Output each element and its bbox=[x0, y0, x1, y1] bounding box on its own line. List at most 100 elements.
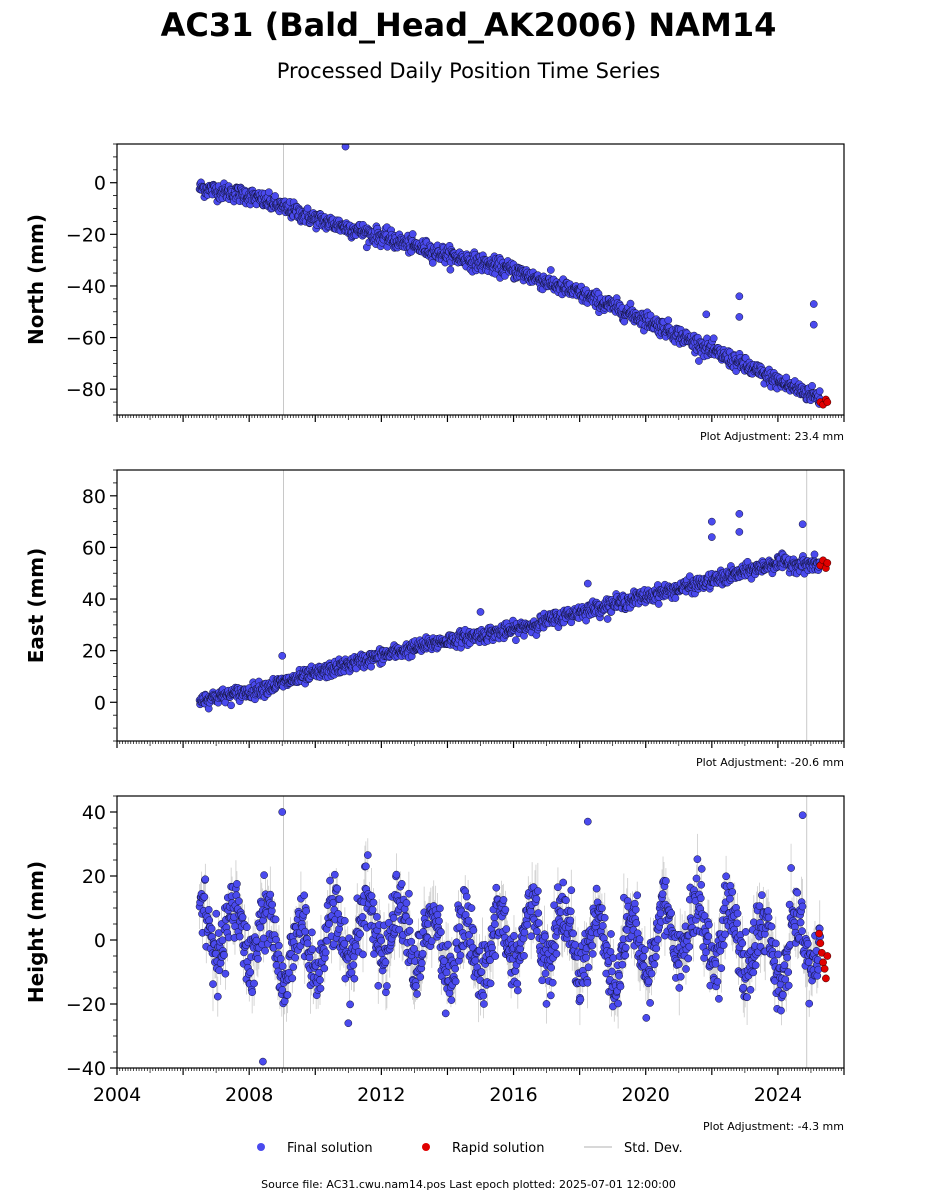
final-point bbox=[363, 851, 372, 859]
final-point bbox=[303, 939, 312, 948]
final-point bbox=[427, 937, 436, 945]
final-point bbox=[554, 883, 562, 892]
final-point bbox=[603, 615, 612, 623]
outlier-point bbox=[809, 300, 818, 308]
final-point bbox=[243, 923, 251, 932]
final-solution-points bbox=[195, 510, 825, 713]
final-point bbox=[291, 953, 300, 962]
final-point bbox=[491, 952, 500, 960]
final-point bbox=[209, 980, 217, 988]
final-point bbox=[582, 616, 590, 625]
final-point bbox=[285, 968, 293, 977]
final-point bbox=[635, 935, 644, 944]
final-point bbox=[501, 905, 510, 914]
final-point bbox=[588, 941, 597, 950]
final-point bbox=[598, 904, 606, 913]
final-point bbox=[502, 925, 511, 933]
final-point bbox=[534, 887, 542, 895]
y-tick-label: −60 bbox=[66, 328, 106, 350]
final-point bbox=[333, 884, 342, 893]
final-point bbox=[639, 952, 648, 961]
final-point bbox=[300, 891, 309, 900]
final-point bbox=[278, 962, 287, 971]
final-point bbox=[442, 968, 451, 977]
final-point bbox=[444, 940, 452, 949]
final-point bbox=[721, 930, 729, 939]
y-tick-label: 20 bbox=[82, 641, 106, 663]
final-point bbox=[405, 926, 414, 935]
final-point bbox=[534, 909, 543, 917]
final-point bbox=[583, 978, 592, 987]
final-point bbox=[722, 872, 730, 881]
final-point bbox=[283, 991, 292, 999]
outlier-point bbox=[583, 579, 592, 588]
y-axis-label: North (mm) bbox=[24, 214, 48, 345]
final-point bbox=[520, 951, 528, 960]
final-point bbox=[250, 979, 258, 988]
final-point bbox=[359, 950, 367, 959]
final-point bbox=[598, 921, 607, 930]
y-tick-label: −40 bbox=[66, 276, 106, 298]
final-solution-points bbox=[195, 808, 825, 1066]
final-point bbox=[254, 955, 262, 963]
final-point bbox=[362, 862, 370, 871]
final-point bbox=[340, 939, 349, 948]
final-point bbox=[320, 964, 329, 973]
final-point bbox=[402, 899, 411, 907]
final-point bbox=[671, 594, 680, 602]
final-point bbox=[374, 981, 383, 990]
final-point bbox=[618, 960, 627, 969]
final-point bbox=[810, 550, 819, 559]
outlier-point bbox=[707, 533, 716, 541]
final-point bbox=[592, 884, 601, 893]
final-point bbox=[340, 916, 349, 925]
final-point bbox=[412, 982, 420, 990]
final-point bbox=[631, 905, 640, 914]
y-tick-label: −20 bbox=[66, 224, 106, 246]
final-point bbox=[621, 943, 630, 952]
final-point bbox=[271, 192, 279, 200]
final-point bbox=[301, 927, 310, 936]
final-point bbox=[513, 979, 522, 988]
final-point bbox=[302, 907, 311, 915]
final-point bbox=[551, 942, 559, 951]
final-point bbox=[582, 953, 590, 962]
outlier-point bbox=[798, 520, 807, 529]
final-point bbox=[276, 954, 285, 963]
final-point bbox=[238, 913, 247, 922]
final-solution-points bbox=[195, 144, 825, 408]
final-point bbox=[437, 928, 445, 936]
rapid-solution-points bbox=[816, 395, 832, 409]
final-point bbox=[471, 956, 480, 965]
final-point bbox=[382, 988, 390, 997]
final-point bbox=[441, 1009, 450, 1018]
figure-title: AC31 (Bald_Head_AK2006) NAM14 bbox=[161, 6, 777, 44]
final-point bbox=[397, 879, 406, 888]
final-point bbox=[417, 959, 426, 967]
plot-area bbox=[195, 470, 832, 741]
final-point bbox=[349, 961, 358, 969]
final-point bbox=[676, 972, 685, 981]
final-point bbox=[303, 204, 312, 213]
final-point bbox=[607, 930, 615, 938]
outlier-point bbox=[278, 651, 287, 660]
final-point bbox=[674, 960, 683, 969]
final-point bbox=[652, 953, 660, 961]
final-point bbox=[527, 932, 536, 941]
final-point bbox=[446, 265, 455, 274]
final-point bbox=[717, 964, 726, 973]
final-point bbox=[214, 929, 223, 937]
final-point bbox=[265, 188, 273, 197]
final-point bbox=[220, 951, 228, 959]
final-point bbox=[815, 387, 824, 395]
final-point bbox=[407, 937, 416, 946]
final-point bbox=[492, 883, 501, 892]
final-point bbox=[440, 957, 449, 965]
final-point bbox=[513, 986, 522, 995]
final-point bbox=[392, 870, 401, 879]
final-point bbox=[616, 982, 625, 991]
final-point bbox=[200, 893, 209, 901]
final-point bbox=[711, 959, 720, 968]
final-point bbox=[405, 917, 414, 926]
final-point bbox=[325, 920, 333, 928]
